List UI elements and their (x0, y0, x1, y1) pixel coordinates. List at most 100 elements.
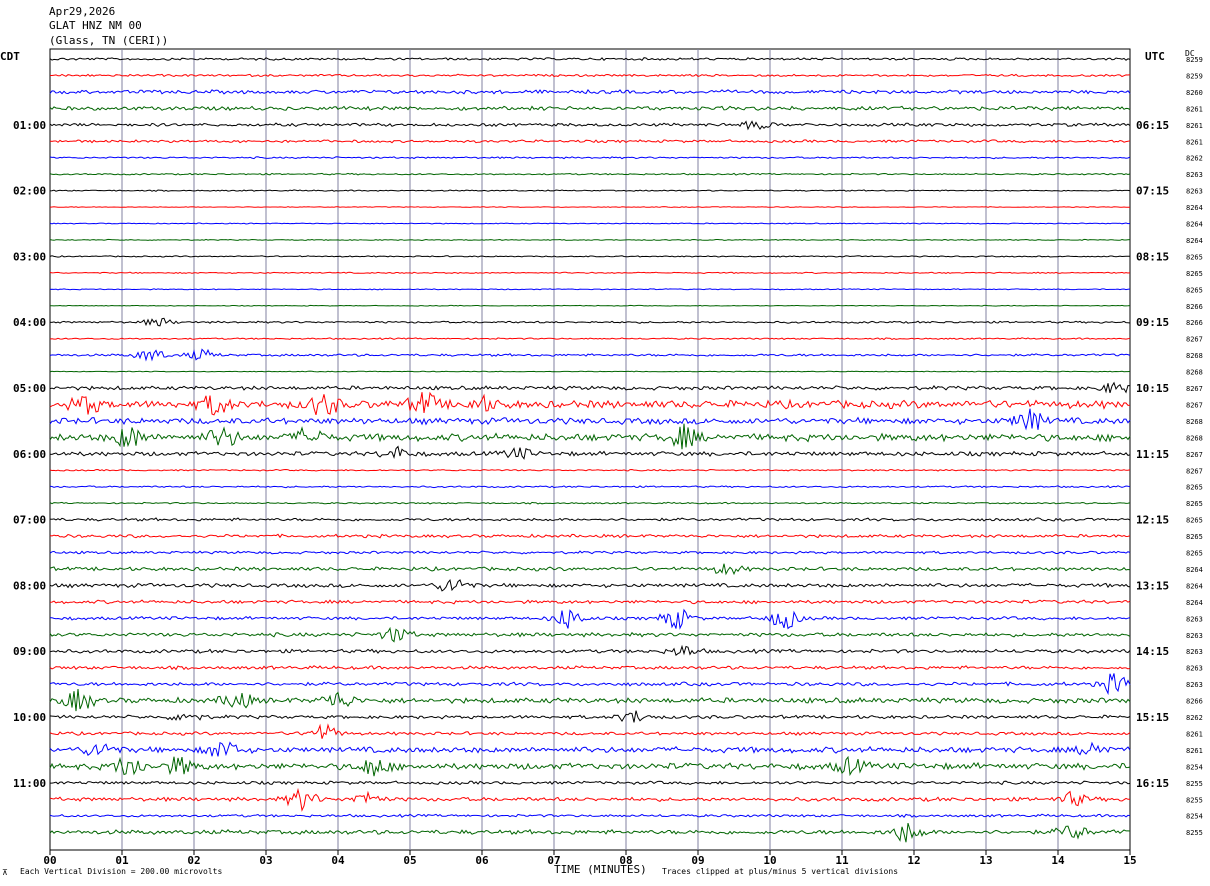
dc-offset-label: 8255 (1186, 780, 1203, 788)
dc-offset-label: 8263 (1186, 615, 1203, 623)
dc-offset-label: 8265 (1186, 286, 1203, 294)
utc-hour-label: 16:15 (1136, 777, 1169, 790)
dc-offset-label: 8261 (1186, 105, 1203, 113)
dc-offset-label: 8267 (1186, 451, 1203, 459)
dc-offset-label: 8268 (1186, 418, 1203, 426)
x-tick-label: 12 (907, 854, 920, 867)
trace-row-17 (49, 337, 1131, 341)
trace-row-33 (49, 599, 1131, 605)
x-tick-label: 13 (979, 854, 992, 867)
trace-row-42 (49, 741, 1131, 757)
dc-offset-label: 8262 (1186, 714, 1203, 722)
dc-offset-label: 8261 (1186, 747, 1203, 755)
trace-row-45 (49, 787, 1131, 812)
cdt-hour-label: 02:00 (13, 185, 46, 198)
trace-row-19 (49, 370, 1131, 373)
x-axis-title: TIME (MINUTES) (554, 863, 647, 876)
trace-row-27 (49, 501, 1131, 505)
trace-row-24 (49, 445, 1131, 460)
trace-row-30 (49, 550, 1131, 555)
trace-row-12 (49, 255, 1131, 258)
corner-mark: ⊼ (2, 868, 8, 877)
dc-offset-label: 8264 (1186, 582, 1203, 590)
station-location: (Glass, TN (CERI)) (49, 34, 169, 47)
x-tick-label: 09 (691, 854, 704, 867)
dc-offset-label: 8263 (1186, 681, 1203, 689)
utc-label: UTC (1145, 50, 1165, 63)
trace-row-16 (49, 317, 1131, 327)
clip-note: Traces clipped at plus/minus 5 vertical … (662, 867, 899, 876)
dc-offset-label: 8260 (1186, 89, 1203, 97)
trace-row-2 (49, 89, 1131, 95)
utc-hour-label: 13:15 (1136, 579, 1169, 592)
x-tick-label: 08 (619, 854, 632, 867)
trace-row-22 (49, 408, 1131, 431)
dc-offset-label: 8264 (1186, 599, 1203, 607)
utc-hour-label: 09:15 (1136, 316, 1169, 329)
dc-offset-label: 8262 (1186, 155, 1203, 163)
x-tick-label: 15 (1123, 854, 1136, 867)
dc-offset-label: 8263 (1186, 188, 1203, 196)
dc-offset-label: 8261 (1186, 122, 1203, 130)
cdt-hour-label: 01:00 (13, 119, 46, 132)
trace-row-11 (49, 238, 1131, 242)
dc-offset-label: 8264 (1186, 221, 1203, 229)
trace-row-39 (49, 689, 1131, 712)
trace-row-38 (49, 673, 1131, 696)
dc-offset-label: 8263 (1186, 632, 1203, 640)
trace-row-37 (49, 665, 1131, 671)
dc-offset-label: 8254 (1186, 813, 1203, 821)
trace-row-18 (49, 348, 1131, 362)
cdt-hour-label: 04:00 (13, 316, 46, 329)
trace-row-23 (49, 423, 1131, 450)
utc-hour-label: 14:15 (1136, 645, 1169, 658)
cdt-hour-label: 09:00 (13, 645, 46, 658)
utc-hour-label: 10:15 (1136, 382, 1169, 395)
trace-row-8 (49, 189, 1131, 192)
cdt-hour-label: 07:00 (13, 514, 46, 527)
trace-row-7 (49, 172, 1131, 176)
dc-offset-label: 8267 (1186, 385, 1203, 393)
dc-offset-label: 8255 (1186, 829, 1203, 837)
dc-offset-label: 8265 (1186, 270, 1203, 278)
x-tick-label: 05 (403, 854, 416, 867)
dc-offset-label: 8265 (1186, 253, 1203, 261)
trace-row-44 (50, 780, 1131, 786)
dc-offset-label: 8266 (1186, 303, 1203, 311)
trace-row-40 (49, 710, 1131, 723)
x-tick-label: 06 (475, 854, 489, 867)
trace-row-14 (49, 288, 1131, 291)
trace-row-15 (50, 304, 1131, 307)
trace-row-21 (49, 391, 1131, 416)
dc-offset-label: 8264 (1186, 566, 1203, 574)
dc-offset-label: 8266 (1186, 698, 1203, 706)
dc-offset-label: 8266 (1186, 319, 1203, 327)
trace-row-32 (49, 578, 1131, 592)
trace-row-3 (49, 105, 1131, 112)
cdt-hour-label: 11:00 (13, 777, 46, 790)
trace-row-29 (49, 533, 1131, 539)
dc-offset-label: 8264 (1186, 237, 1203, 245)
trace-row-41 (49, 723, 1131, 739)
station-code: GLAT HNZ NM 00 (49, 19, 142, 32)
plot-date: Apr29,2026 (49, 5, 116, 18)
trace-row-6 (49, 156, 1131, 160)
cdt-hour-label: 08:00 (13, 579, 46, 592)
trace-row-34 (49, 608, 1131, 630)
dc-offset-label: 8261 (1186, 138, 1203, 146)
dc-offset-label: 8259 (1186, 56, 1203, 64)
dc-offset-label: 8263 (1186, 648, 1203, 656)
trace-row-35 (49, 626, 1131, 643)
dc-offset-label: 8267 (1186, 467, 1203, 475)
dc-offset-label: 8265 (1186, 484, 1203, 492)
utc-hour-label: 12:15 (1136, 514, 1169, 527)
trace-row-9 (49, 206, 1131, 209)
x-tick-label: 11 (835, 854, 849, 867)
trace-row-20 (49, 381, 1131, 394)
dc-offset-label: 8264 (1186, 204, 1203, 212)
utc-hour-label: 15:15 (1136, 711, 1169, 724)
x-tick-label: 01 (115, 854, 129, 867)
trace-row-46 (49, 813, 1131, 818)
dc-offset-label: 8261 (1186, 730, 1203, 738)
trace-row-5 (49, 139, 1131, 144)
